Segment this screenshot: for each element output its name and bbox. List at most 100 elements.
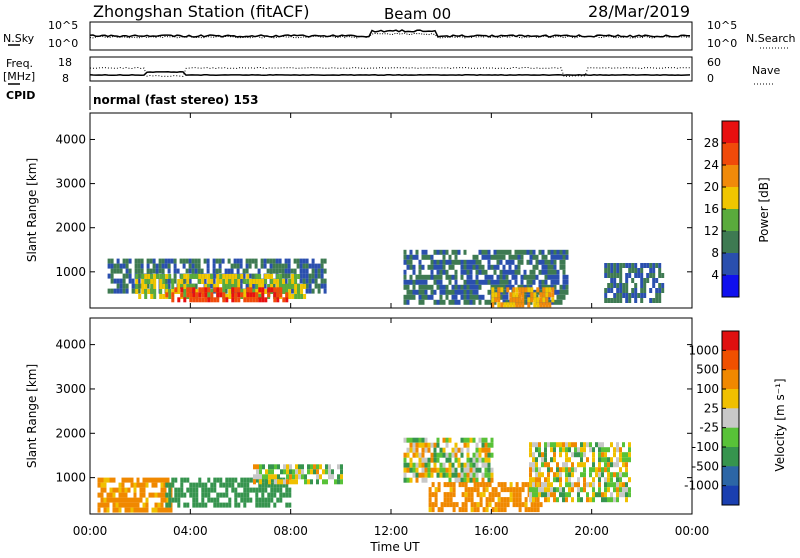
heatmap-cell — [448, 452, 452, 458]
heatmap-cell — [173, 278, 177, 284]
heatmap-cell — [285, 492, 289, 498]
heatmap-cell — [463, 442, 467, 448]
heatmap-cell — [568, 457, 571, 463]
colorbar-swatch — [722, 331, 739, 351]
heatmap-cell — [538, 487, 541, 493]
heatmap-cell — [267, 482, 271, 488]
heatmap-cell — [289, 464, 292, 470]
heatmap-cell — [439, 472, 443, 478]
heatmap-cell — [234, 279, 238, 284]
heatmap-cell — [550, 279, 554, 285]
heatmap-cell — [530, 297, 534, 303]
heatmap-cell — [265, 474, 268, 480]
heatmap-cell — [652, 268, 656, 273]
heatmap-cell — [473, 487, 477, 493]
heatmap-cell — [515, 302, 519, 308]
heatmap-cell — [631, 263, 635, 268]
heatmap-cell — [273, 502, 277, 508]
heatmap-cell — [454, 299, 458, 305]
heatmap-cell — [532, 264, 536, 270]
heatmap-cell — [124, 477, 128, 483]
heatmap-cell — [418, 259, 422, 265]
heatmap-cell — [622, 283, 626, 288]
heatmap-cell — [424, 284, 428, 290]
heatmap-cell — [502, 294, 506, 300]
heatmap-cell — [246, 487, 250, 493]
heatmap-cell — [541, 482, 544, 488]
heatmap-cell — [424, 274, 428, 280]
heatmap-cell — [207, 297, 211, 303]
heatmap-cell — [290, 288, 294, 294]
heatmap-cell — [482, 487, 486, 493]
heatmap-cell — [323, 268, 327, 274]
heatmap-cell — [284, 258, 288, 264]
heatmap-cell — [652, 278, 656, 283]
heatmap-cell — [539, 297, 543, 303]
heatmap-cell — [526, 274, 530, 280]
heatmap-cell — [403, 269, 407, 275]
heatmap-cell — [619, 263, 623, 268]
heatmap-cell — [118, 507, 122, 513]
heatmap-cell — [484, 437, 488, 443]
heatmap-cell — [493, 254, 497, 260]
heatmap-cell — [138, 294, 142, 299]
heatmap-cell — [497, 297, 501, 303]
heatmap-cell — [604, 477, 607, 483]
heatmap-cell — [221, 258, 225, 264]
heatmap-cell — [442, 467, 446, 473]
heatmap-cell — [457, 284, 461, 290]
heatmap-cell — [430, 289, 434, 295]
heatmap-cell — [475, 279, 479, 285]
heatmap-cell — [472, 299, 476, 305]
heatmap-cell — [231, 482, 235, 488]
heatmap-cell — [299, 268, 303, 274]
heatmap-cell — [107, 258, 111, 264]
heatmap-cell — [198, 482, 202, 488]
heatmap-cell — [484, 249, 488, 255]
heatmap-cell — [508, 264, 512, 270]
heatmap-cell — [532, 462, 535, 468]
heatmap-cell — [484, 452, 488, 458]
heatmap-cell — [433, 264, 437, 270]
heatmap-cell — [448, 274, 452, 280]
heatmap-cell — [514, 269, 518, 275]
heatmap-cell — [484, 299, 488, 305]
heatmap-cell — [451, 249, 455, 255]
heatmap-cell — [487, 299, 491, 305]
heatmap-cell — [452, 507, 456, 513]
heatmap-cell — [198, 274, 202, 279]
heatmap-cell — [231, 279, 235, 284]
heatmap-cell — [189, 297, 193, 303]
heatmap-cell — [466, 264, 470, 270]
heatmap-cell — [122, 273, 126, 279]
heatmap-cell — [403, 284, 407, 290]
heatmap-cell — [556, 472, 559, 478]
heatmap-cell — [551, 292, 555, 298]
heatmap-cell — [231, 284, 235, 289]
heatmap-cell — [548, 292, 552, 298]
heatmap-cell — [125, 268, 129, 274]
colorbar-swatch — [722, 165, 739, 188]
heatmap-cell — [320, 278, 324, 284]
heatmap-cell — [521, 302, 525, 308]
heatmap-cell — [130, 477, 134, 483]
heatmap-cell — [406, 289, 410, 295]
heatmap-cell — [210, 289, 214, 294]
heatmap-cell — [434, 492, 438, 498]
heatmap-cell — [538, 249, 542, 255]
heatmap-cell — [649, 273, 653, 278]
heatmap-cell — [610, 298, 614, 303]
heatmap-cell — [146, 283, 150, 289]
heatmap-cell — [457, 472, 461, 478]
heatmap-cell — [661, 283, 665, 288]
heatmap-cell — [445, 269, 449, 275]
colorbar-tick-label: 8 — [711, 246, 719, 260]
heatmap-cell — [565, 497, 568, 503]
heatmap-cell — [412, 254, 416, 260]
heatmap-cell — [145, 497, 149, 503]
heatmap-cell — [491, 487, 495, 493]
nsky-tick-top: 10^5 — [48, 19, 78, 32]
heatmap-cell — [538, 477, 541, 483]
heatmap-cell — [323, 288, 327, 294]
heatmap-cell — [267, 274, 271, 279]
